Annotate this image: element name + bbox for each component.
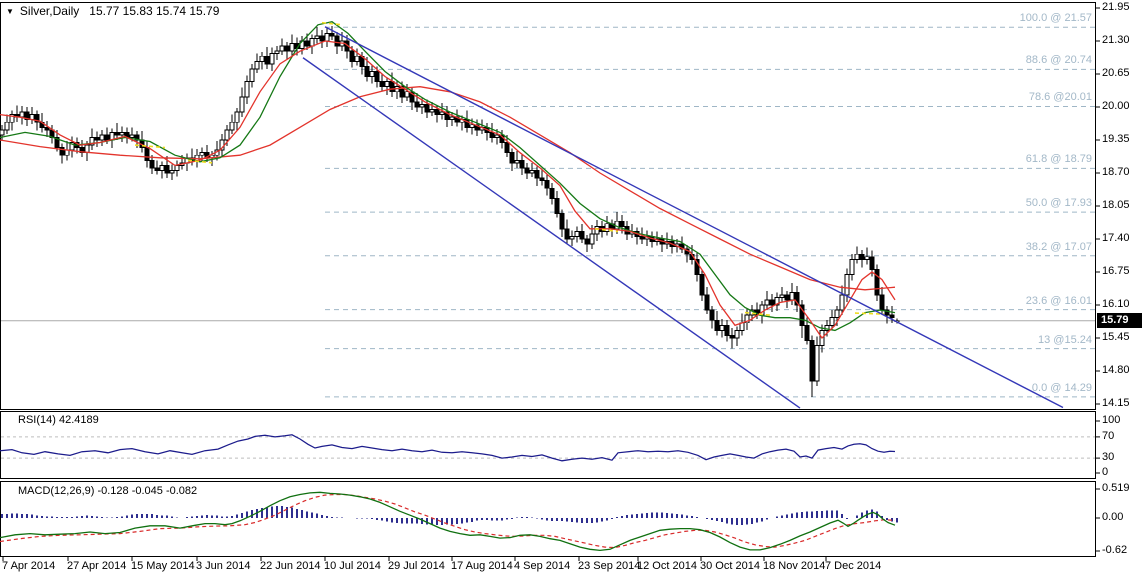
fib-label-1: 88.6 @ 20.74 [1025, 54, 1092, 67]
macd-tick-2: -0.62 [1102, 544, 1128, 556]
price-tick-1: 21.30 [1102, 34, 1130, 46]
date-label-7: 17 Aug 2014 [451, 560, 513, 572]
date-label-4: 22 Jun 2014 [260, 560, 321, 572]
date-label-1: 27 Apr 2014 [67, 560, 127, 572]
macd-main-line [0, 491, 896, 552]
fibonacci-levels [325, 26, 1095, 398]
macd-indicator-label: MACD(12,26,9) -0.128 -0.045 -0.082 [18, 485, 198, 497]
date-label-5: 10 Jul 2014 [324, 560, 381, 572]
macd-histogram [1, 505, 898, 525]
price-tick-6: 18.05 [1102, 199, 1130, 211]
symbol-title: ▼ Silver,Daily 15.77 15.83 15.74 15.79 [6, 4, 219, 18]
rsi-tick-3: 0 [1102, 466, 1109, 478]
fib-label-5: 38.2 @ 17.07 [1025, 240, 1092, 253]
price-tick-7: 17.40 [1102, 232, 1130, 244]
ma-red-fast [0, 40, 896, 340]
date-label-0: 7 Apr 2014 [2, 560, 56, 572]
price-tick-4: 19.35 [1102, 133, 1130, 145]
price-tick-3: 20.00 [1102, 100, 1130, 112]
date-label-12: 18 Nov 2014 [763, 560, 826, 572]
price-tick-5: 18.70 [1102, 166, 1130, 178]
date-label-6: 29 Jul 2014 [388, 560, 445, 572]
current-price-value: 15.79 [1101, 313, 1129, 326]
date-label-10: 12 Oct 2014 [637, 560, 697, 572]
rsi-tick-2: 30 [1102, 451, 1115, 464]
date-label-11: 30 Oct 2014 [700, 560, 760, 572]
price-tick-12: 14.15 [1102, 397, 1130, 409]
ma-green [0, 21, 896, 332]
symbol-label: Silver,Daily [19, 4, 80, 18]
collapse-triangle-icon[interactable]: ▼ [6, 7, 14, 16]
trend-channel [302, 26, 1064, 409]
rsi-tick-1: 70 [1102, 429, 1115, 442]
ohlc-values: 15.77 15.83 15.74 15.79 [89, 4, 220, 18]
price-tick-10: 15.45 [1102, 331, 1130, 343]
price-tick-0: 21.95 [1102, 1, 1130, 13]
fib-label-2: 78.6 @20.01 [1028, 91, 1092, 104]
rsi-line [0, 434, 896, 462]
date-label-8: 4 Sep 2014 [514, 560, 571, 572]
macd-tick-0: 0.519 [1102, 481, 1130, 494]
fib-label-4: 50.0 @ 17.93 [1025, 197, 1092, 210]
fib-label-8: 0.0 @ 14.29 [1031, 381, 1092, 394]
date-label-9: 23 Sep 2014 [578, 560, 641, 572]
panel-frames [0, 2, 1096, 557]
candles-layer [0, 25, 900, 397]
rsi-tick-0: 100 [1102, 414, 1121, 426]
price-axis-ticks [1096, 7, 1100, 405]
rsi-indicator-label: RSI(14) 42.4189 [18, 414, 99, 426]
fib-label-0: 100.0 @ 21.57 [1019, 12, 1092, 25]
date-axis-ticks [2, 557, 827, 561]
fib-label-3: 61.8 @ 18.79 [1025, 153, 1092, 166]
fib-label-6: 23.6 @ 16.01 [1025, 294, 1092, 307]
price-tick-11: 14.80 [1102, 364, 1130, 376]
date-label-2: 15 May 2014 [131, 560, 195, 572]
macd-signal-line [0, 493, 896, 549]
price-tick-9: 16.10 [1102, 298, 1130, 310]
macd-panel [1096, 488, 1100, 552]
rsi-panel [1, 420, 1100, 474]
date-label-13: 7 Dec 2014 [825, 560, 882, 572]
price-tick-8: 16.75 [1102, 265, 1130, 277]
price-tick-2: 20.65 [1102, 67, 1130, 79]
current-price-badge: 15.79 [1097, 312, 1142, 328]
macd-tick-1: 0.00 [1102, 511, 1124, 523]
date-label-3: 3 Jun 2014 [196, 560, 251, 572]
fib-label-7: 13 @15.24 [1038, 333, 1092, 346]
ma-yellow-dotted [134, 21, 885, 316]
